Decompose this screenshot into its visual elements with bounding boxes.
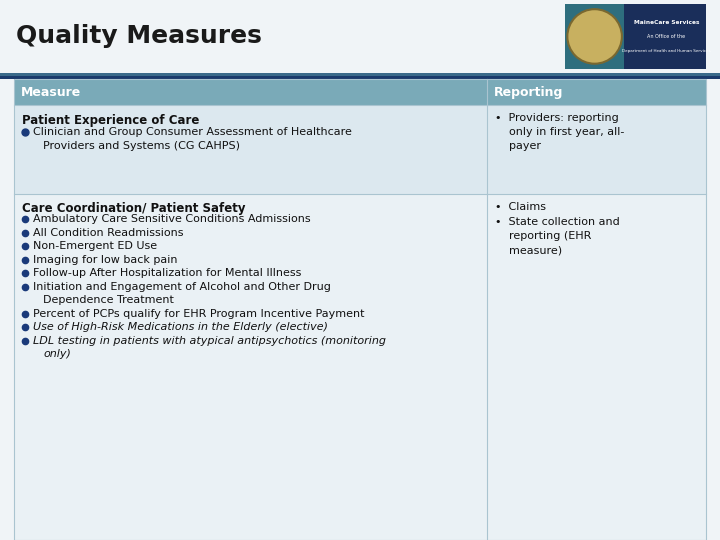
Text: Department of Health and Human Services: Department of Health and Human Services (622, 49, 711, 53)
Text: Patient Experience of Care: Patient Experience of Care (22, 114, 199, 127)
Text: Reporting: Reporting (494, 86, 563, 99)
Bar (487, 194, 706, 540)
Bar (487, 105, 706, 194)
Text: Care Coordination/ Patient Safety: Care Coordination/ Patient Safety (22, 202, 246, 215)
Bar (565, 4, 706, 69)
Bar (14, 79, 487, 105)
Bar (0, 76, 720, 79)
Text: Use of High-Risk Medications in the Elderly (elective): Use of High-Risk Medications in the Elde… (33, 322, 328, 333)
Bar (624, 4, 706, 69)
Bar (14, 105, 487, 194)
Text: MaineCare Services: MaineCare Services (634, 19, 699, 25)
Text: Imaging for low back pain: Imaging for low back pain (33, 255, 178, 265)
Bar (487, 79, 706, 105)
Text: •  Providers: reporting
    only in first year, all-
    payer: • Providers: reporting only in first yea… (495, 113, 624, 151)
Bar (0, 73, 720, 76)
Text: only): only) (43, 349, 71, 360)
Text: Follow-up After Hospitalization for Mental Illness: Follow-up After Hospitalization for Ment… (33, 268, 302, 279)
Bar (0, 0, 720, 73)
Text: An Office of the: An Office of the (647, 34, 685, 39)
Text: •  Claims
•  State collection and
    reporting (EHR
    measure): • Claims • State collection and reportin… (495, 202, 619, 255)
Text: Initiation and Engagement of Alcohol and Other Drug: Initiation and Engagement of Alcohol and… (33, 282, 331, 292)
Text: Non-Emergent ED Use: Non-Emergent ED Use (33, 241, 157, 252)
Text: Ambulatory Care Sensitive Conditions Admissions: Ambulatory Care Sensitive Conditions Adm… (33, 214, 310, 225)
Text: Dependence Treatment: Dependence Treatment (43, 295, 174, 306)
Text: Clinician and Group Consumer Assessment of Healthcare: Clinician and Group Consumer Assessment … (33, 127, 352, 137)
Text: Providers and Systems (CG CAHPS): Providers and Systems (CG CAHPS) (43, 141, 240, 151)
Circle shape (567, 9, 622, 64)
Text: Quality Measures: Quality Measures (16, 24, 262, 49)
Bar (14, 79, 706, 540)
Text: LDL testing in patients with atypical antipsychotics (monitoring: LDL testing in patients with atypical an… (33, 336, 386, 346)
Text: Measure: Measure (21, 86, 81, 99)
Text: Percent of PCPs qualify for EHR Program Incentive Payment: Percent of PCPs qualify for EHR Program … (33, 309, 364, 319)
Text: All Condition Readmissions: All Condition Readmissions (33, 228, 184, 238)
Bar (14, 194, 487, 540)
